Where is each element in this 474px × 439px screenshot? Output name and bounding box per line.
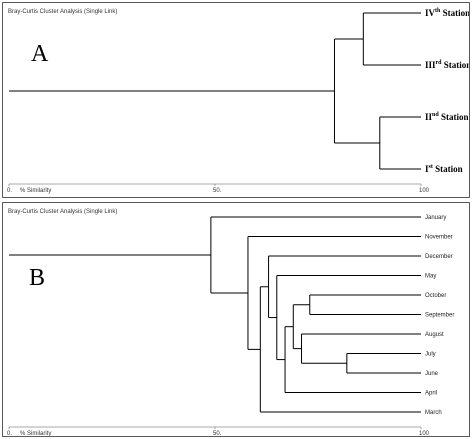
leaf-label: October	[425, 293, 446, 299]
leaf-label: December	[425, 254, 453, 260]
leaf-label: May	[425, 274, 436, 280]
leaf-label: IIIrd Station	[425, 60, 469, 70]
x-tick-label: 50.	[213, 431, 222, 436]
x-tick-label: 100	[419, 431, 430, 436]
dendrogram-plot-b: January November December May October Septemb…	[7, 215, 454, 436]
dendrogram-panel-a: Bray-Curtis Cluster Analysis (Single Lin…	[2, 2, 470, 198]
x-tick-label: 100	[419, 188, 430, 194]
leaf-label: January	[425, 215, 446, 221]
x-tick-label: 0.	[7, 188, 12, 194]
leaf-label: April	[425, 391, 437, 397]
x-axis-title: % Similarity	[20, 431, 51, 436]
leaf-label: IVth Station	[425, 8, 469, 18]
leaf-label: July	[425, 352, 436, 358]
chart-title: Bray-Curtis Cluster Analysis (Single Lin…	[8, 209, 118, 215]
dendrogram-panel-b: Bray-Curtis Cluster Analysis (Single Lin…	[2, 202, 470, 437]
leaf-label: IInd Station	[425, 112, 468, 122]
x-tick-label: 50.	[213, 188, 222, 194]
x-axis-title: % Similarity	[20, 188, 51, 194]
x-tick-label: 0.	[7, 431, 12, 436]
panel-label: B	[29, 265, 46, 291]
leaf-label: November	[425, 235, 453, 241]
chart-title: Bray-Curtis Cluster Analysis (Single Lin…	[8, 9, 118, 15]
leaf-label: September	[425, 313, 454, 319]
dendrogram-plot-a: IVth Station IIIrd Station IInd Station Ist…	[7, 8, 469, 194]
leaf-label: Ist Station	[425, 164, 463, 174]
leaf-label: August	[425, 332, 444, 338]
leaf-label: March	[425, 410, 442, 416]
panel-label: A	[31, 41, 49, 67]
leaf-label: June	[425, 371, 439, 377]
